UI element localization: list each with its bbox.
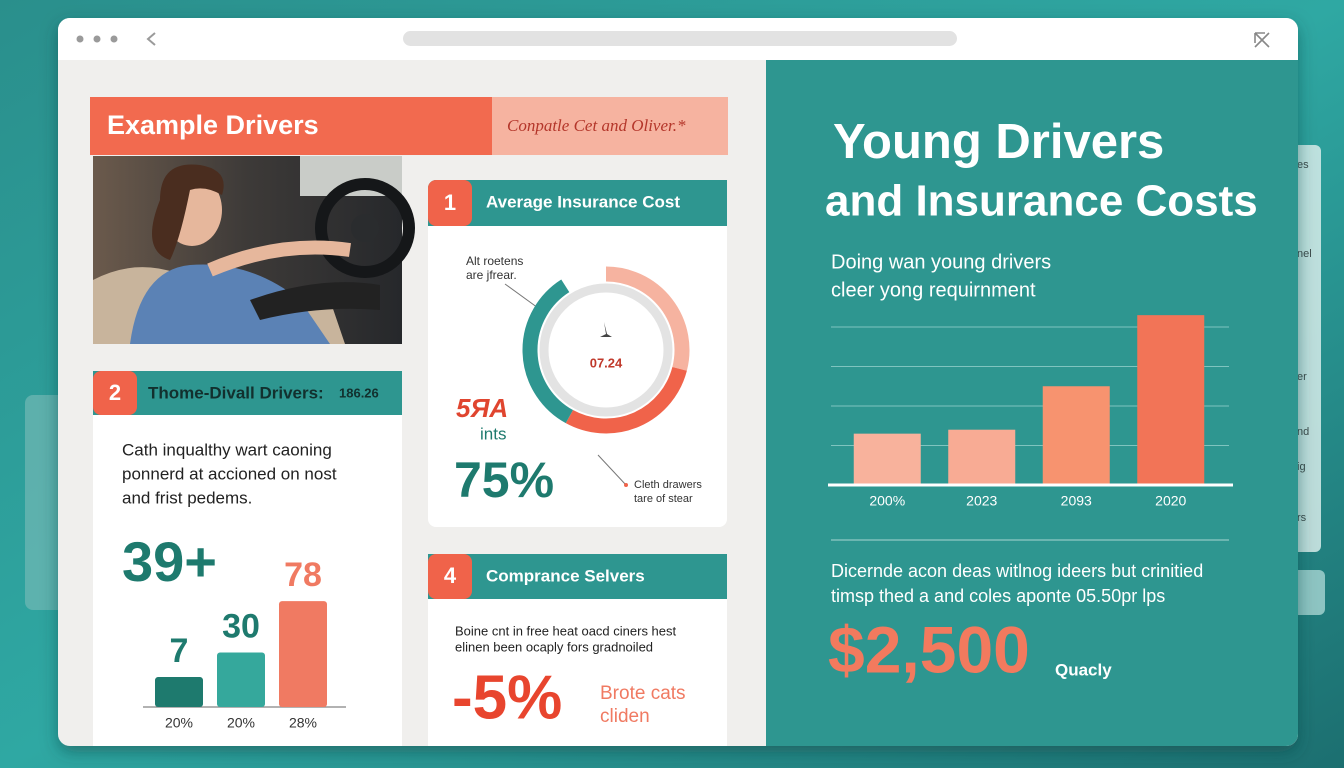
header-bar <box>90 97 492 155</box>
stat-red: 5ЯA <box>456 393 508 423</box>
panel-title: Young Drivers <box>833 115 1164 169</box>
close-button[interactable] <box>1254 32 1270 48</box>
bar-chart: 20% 7 20% 30 28% 78 <box>155 556 327 731</box>
panel-title: and Insurance Costs <box>825 177 1258 226</box>
bar <box>948 429 1016 485</box>
card-body: and frist pedems. <box>122 488 252 507</box>
donut-segment <box>522 279 574 424</box>
icon <box>600 322 612 337</box>
address-bar[interactable] <box>403 31 957 46</box>
header-tag-bar <box>492 97 728 155</box>
donut-inner <box>539 283 673 417</box>
big-stat: -5% <box>452 663 562 732</box>
side-text: er <box>1297 371 1307 383</box>
photo <box>93 156 415 344</box>
bar <box>217 652 265 707</box>
card-number: 2 <box>109 380 121 405</box>
card-body: Boine cnt in free heat oacd ciners hest <box>455 623 677 638</box>
card-header <box>93 371 402 415</box>
card-header <box>428 554 727 599</box>
annotation: tare of stear <box>634 493 693 505</box>
annotation: Cleth drawers <box>634 479 702 491</box>
card-title-value: 186.26 <box>339 385 379 400</box>
card-body: Cath inqualthy wart caoning <box>122 440 332 459</box>
header-tagline: Conpatle Cet and Oliver.* <box>507 116 686 135</box>
card-number: 1 <box>444 190 456 215</box>
donut-segment <box>565 366 687 434</box>
card-title: Comprance Selvers <box>486 566 645 585</box>
header-title: Example Drivers <box>107 110 319 140</box>
leader-line <box>597 454 627 486</box>
side-texts: es nel er nd ig rs <box>1297 159 1312 524</box>
bar <box>279 601 327 707</box>
window-dot[interactable] <box>110 35 118 43</box>
side-text: ig <box>1297 461 1306 473</box>
side-text: rs <box>1297 512 1307 524</box>
donut-center-label: 07.24 <box>590 355 623 370</box>
card-number-badge <box>428 554 472 599</box>
card-number-badge <box>93 371 137 415</box>
big-stat: 39+ <box>122 530 217 593</box>
card-number: 4 <box>444 563 457 588</box>
x-tick-label: 2023 <box>966 493 997 509</box>
bar <box>1042 386 1110 485</box>
panel-body: timsp thed a and coles aponte 05.50pr lp… <box>831 586 1165 606</box>
donut <box>522 266 690 434</box>
big-stat: $2,500 <box>828 612 1030 686</box>
window-dot[interactable] <box>93 35 101 43</box>
card-body: elinen been ocaply fors gradnoiled <box>455 639 653 654</box>
x-tick-label: 20% <box>227 715 255 731</box>
bar <box>1137 315 1205 485</box>
side-text: es <box>1297 159 1309 171</box>
donut-segment <box>605 266 690 371</box>
side-note: Brote cats <box>600 683 686 704</box>
stat-unit: ints <box>480 424 506 443</box>
x-tick-label: 2020 <box>1155 493 1186 509</box>
side-text: nd <box>1297 426 1309 438</box>
back-button[interactable] <box>146 32 156 46</box>
annotation: are jfrear. <box>466 268 517 282</box>
side-note: cliden <box>600 706 650 727</box>
card-number-badge <box>428 180 472 226</box>
x-tick-label: 2093 <box>1061 493 1092 509</box>
right-panel <box>766 60 1298 746</box>
data-label: 78 <box>284 556 322 594</box>
side-text: nel <box>1297 248 1312 260</box>
x-tick-label: 20% <box>165 715 193 731</box>
leader-dot <box>624 483 628 487</box>
card-body: ponnerd at accioned on nost <box>122 464 337 483</box>
card-title: Thome-Divall Drivers: <box>148 383 324 402</box>
stat-big: 75% <box>454 452 554 508</box>
x-tick-label: 200% <box>869 493 905 509</box>
panel-body: Dicernde acon deas witlnog ideers but cr… <box>831 561 1203 581</box>
window-dot[interactable] <box>76 35 84 43</box>
card-header <box>428 180 727 226</box>
panel-subtitle: Doing wan young drivers <box>831 251 1051 273</box>
card-title: Average Insurance Cost <box>486 192 680 211</box>
bar-chart: 200% 2023 2093 2020 <box>831 315 1229 509</box>
big-stat-note: Quacly <box>1055 660 1112 679</box>
annotation: Alt roetens <box>466 254 523 268</box>
x-tick-label: 28% <box>289 715 317 731</box>
data-label: 30 <box>222 607 260 645</box>
bar <box>853 433 921 485</box>
panel-subtitle: cleer yong requirnment <box>831 279 1036 301</box>
data-label: 7 <box>170 632 189 670</box>
bar <box>155 677 203 707</box>
